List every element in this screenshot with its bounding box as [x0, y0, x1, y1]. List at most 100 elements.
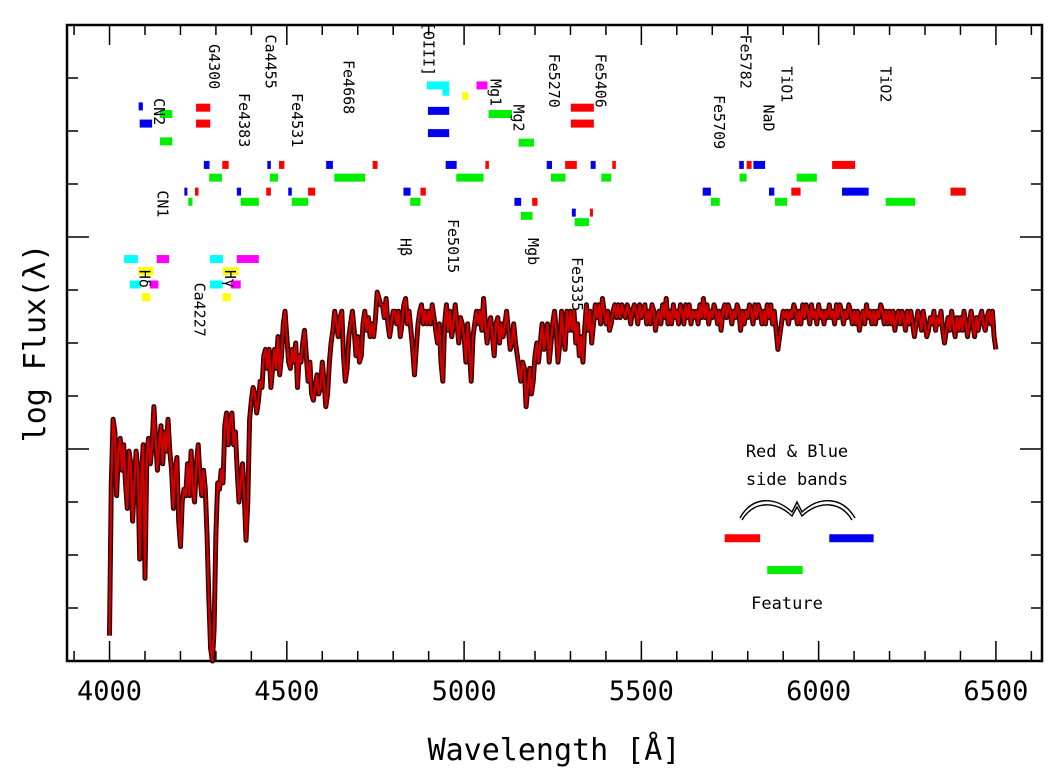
band-green [334, 173, 366, 182]
band-green [775, 197, 788, 206]
band-red [485, 160, 489, 169]
index-label: CN1 [153, 190, 171, 217]
x-tick-label: 4000 [77, 676, 142, 707]
band-cyan [426, 81, 450, 90]
band-blue [203, 160, 210, 169]
band-cyan [124, 255, 138, 264]
band-blue [571, 208, 576, 217]
index-label: CN2 [150, 98, 168, 125]
y-axis-title: log Flux(λ) [18, 244, 53, 443]
band-red [746, 160, 752, 169]
index-label: Mgb [524, 238, 542, 265]
x-axis-title: Wavelength [Å] [428, 732, 681, 768]
index-label: TiO2 [877, 66, 895, 102]
band-blue [184, 187, 188, 196]
band-blue [288, 187, 292, 196]
band-green [739, 173, 747, 182]
band-magenta [236, 255, 259, 264]
band-blue [236, 187, 242, 196]
band-green [520, 211, 533, 220]
band-green [488, 110, 512, 119]
band-green [240, 197, 259, 206]
index-label: Fe5782 [737, 35, 755, 89]
band-red [532, 197, 538, 206]
band-red [950, 187, 966, 196]
x-tick-label: 6000 [786, 676, 851, 707]
index-label: G4300 [205, 44, 223, 89]
x-tick-label: 4500 [254, 676, 319, 707]
index-label: Ca4227 [191, 283, 209, 337]
index-label: Fe5709 [710, 95, 728, 149]
band-green [410, 197, 421, 206]
band-blue [267, 160, 271, 169]
band-red [570, 119, 594, 128]
band-blue [427, 106, 450, 115]
legend-title-line1: Red & Blue [746, 442, 848, 462]
axis-ticks [67, 24, 1042, 662]
band-green [159, 110, 173, 119]
spectrum-line [108, 291, 997, 663]
legend-brace-inner [741, 504, 853, 521]
band-red [222, 160, 229, 169]
band-yellow [222, 293, 231, 302]
band-magenta [149, 280, 159, 289]
index-label: Ca4455 [262, 35, 280, 89]
band-red [194, 187, 199, 196]
band-blue [702, 187, 711, 196]
legend-red-band [724, 534, 761, 543]
band-legend: Red & Blue side bands Feature [724, 442, 874, 614]
band-red [196, 119, 211, 128]
band-magenta [230, 280, 241, 289]
band-blue [138, 102, 143, 111]
band-green [885, 197, 916, 206]
band-green [550, 173, 566, 182]
band-red [832, 160, 856, 169]
band-green [291, 197, 309, 206]
band-green [269, 173, 278, 182]
band-green [188, 197, 193, 206]
band-red [420, 187, 426, 196]
index-labels: CN2 CN1 G4300 Ca4227 Ca4455 Fe4383 Fe4531 Fe466… [136, 22, 895, 337]
legend-brace [739, 499, 856, 519]
index-label: Hγ [221, 270, 239, 288]
band-green [710, 197, 720, 206]
index-label: TiO1 [777, 66, 795, 102]
index-label: Fe5335 [568, 257, 586, 311]
legend-blue-band [829, 534, 874, 543]
band-red [308, 187, 316, 196]
band-blue [139, 119, 153, 128]
band-blue [445, 160, 457, 169]
index-label: NaD [760, 105, 778, 132]
x-tick-label: 5500 [609, 676, 674, 707]
index-label: Fe4531 [288, 93, 306, 147]
band-red [565, 160, 577, 169]
band-blue [769, 187, 775, 196]
band-yellow [462, 92, 469, 101]
band-red [266, 187, 271, 196]
band-green [601, 173, 612, 182]
index-label: Hβ [396, 238, 414, 256]
index-label: Fe5406 [591, 54, 609, 108]
band-blue [739, 160, 744, 169]
band-blue [546, 160, 553, 169]
band-blue [514, 197, 522, 206]
band-blue [326, 160, 333, 169]
band-red [279, 160, 285, 169]
band-red [196, 103, 211, 112]
band-cyan [209, 255, 223, 264]
index-bands [124, 81, 966, 302]
legend-feature-label: Feature [751, 594, 823, 614]
index-label: Fe4668 [340, 60, 358, 114]
band-blue [403, 187, 411, 196]
index-label: [OIII] [419, 22, 437, 76]
band-blue [842, 187, 869, 196]
index-label: Fe5015 [444, 219, 462, 273]
band-cyan [209, 280, 223, 289]
index-label: Hδ [136, 270, 154, 288]
band-yellow [222, 267, 239, 276]
band-yellow [141, 293, 151, 302]
x-tick-label: 5000 [432, 676, 497, 707]
band-blue [753, 160, 766, 169]
band-green [574, 218, 589, 227]
